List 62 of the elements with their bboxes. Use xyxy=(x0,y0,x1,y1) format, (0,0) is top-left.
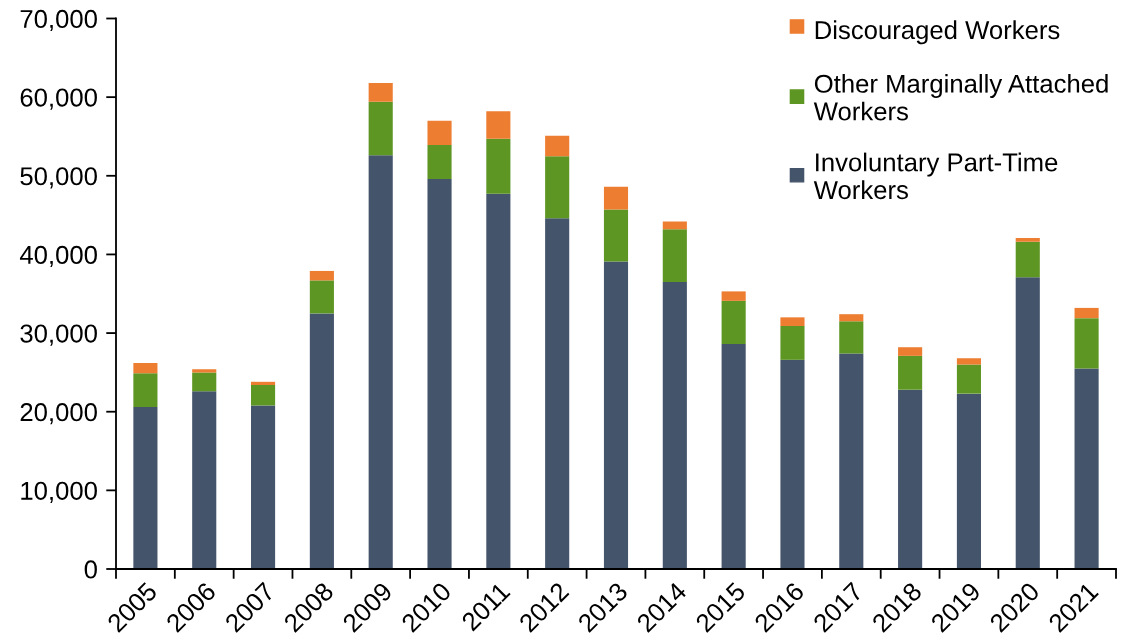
bar xyxy=(956,393,981,569)
bar xyxy=(309,280,334,314)
bar xyxy=(1015,277,1040,569)
bar xyxy=(721,300,746,345)
bar xyxy=(251,381,276,385)
bar xyxy=(839,353,864,569)
bar xyxy=(839,314,864,322)
bar xyxy=(251,405,276,569)
bar xyxy=(603,261,629,569)
bar xyxy=(309,270,334,281)
bar xyxy=(1015,237,1040,242)
bar xyxy=(662,229,687,282)
bar xyxy=(662,221,687,230)
y-tick-label: 0 xyxy=(84,560,97,579)
bar xyxy=(898,389,923,569)
bar xyxy=(192,391,217,569)
bar xyxy=(192,369,217,373)
y-tick-label: 60,000 xyxy=(20,88,97,110)
y-tick-label: 40,000 xyxy=(19,245,97,268)
bar xyxy=(545,156,570,219)
bar xyxy=(133,362,158,374)
y-tick-label: 10,000 xyxy=(21,481,97,503)
bar xyxy=(251,384,276,406)
y-tick-label: 20,000 xyxy=(20,403,97,425)
bar xyxy=(309,313,334,569)
bar xyxy=(662,281,687,569)
bar xyxy=(721,291,746,301)
bar xyxy=(721,344,746,569)
bar xyxy=(545,218,570,569)
bar xyxy=(898,347,923,356)
bar xyxy=(1074,368,1099,569)
bar xyxy=(898,355,923,390)
bar xyxy=(368,155,393,569)
bar xyxy=(545,135,570,157)
bar xyxy=(368,101,393,156)
bar xyxy=(427,178,452,569)
bar xyxy=(133,407,158,569)
legend-label: Other Marginally Attached Workers xyxy=(813,74,1108,121)
bar xyxy=(133,373,158,407)
bar xyxy=(603,186,629,210)
bar xyxy=(427,120,452,146)
bar xyxy=(192,372,217,392)
bar xyxy=(427,145,452,179)
bar xyxy=(780,317,805,326)
bar xyxy=(486,111,511,139)
bar xyxy=(486,138,511,194)
bar xyxy=(1074,307,1099,319)
bar xyxy=(368,82,393,102)
bar xyxy=(603,209,629,262)
legend-label: Discouraged Workers xyxy=(815,20,1060,45)
y-tick-label: 70,000 xyxy=(20,9,97,32)
bar xyxy=(839,321,864,354)
bar xyxy=(1015,241,1040,278)
bar xyxy=(956,364,981,394)
bar xyxy=(780,325,805,360)
legend-label: Involuntary Part-Time Workers xyxy=(813,152,1058,200)
bar xyxy=(780,359,805,569)
bar xyxy=(1074,318,1099,369)
y-tick-label: 50,000 xyxy=(20,167,97,189)
bar xyxy=(956,358,981,365)
y-tick-label: 30,000 xyxy=(20,324,97,346)
bar xyxy=(486,193,511,569)
